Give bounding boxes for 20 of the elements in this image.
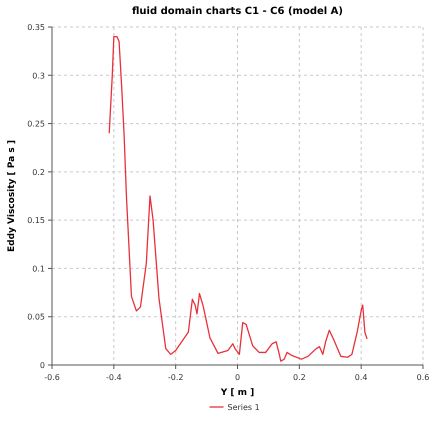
y-tick-label: 0.3 bbox=[32, 71, 45, 80]
x-tick-label: 0.6 bbox=[416, 373, 430, 382]
x-tick-label: 0 bbox=[234, 373, 240, 382]
legend-label: Series 1 bbox=[228, 403, 260, 412]
x-tick-label: -0.2 bbox=[168, 373, 184, 382]
x-tick-label: 0.4 bbox=[354, 373, 368, 382]
y-tick-label: 0.05 bbox=[27, 312, 45, 322]
y-tick-label: 0.1 bbox=[32, 264, 45, 274]
y-tick-label: 0.2 bbox=[32, 168, 45, 177]
line-series bbox=[108, 36, 368, 362]
chart-title: fluid domain charts C1 - C6 (model A) bbox=[132, 6, 343, 17]
y-tick-label: 0.15 bbox=[27, 216, 45, 226]
y-axis-title: Eddy Viscosity [ Pa s ] bbox=[7, 140, 17, 252]
y-tick-label: 0.35 bbox=[27, 23, 45, 32]
x-tick-label: -0.6 bbox=[44, 373, 60, 382]
x-tick-label: 0.2 bbox=[292, 373, 306, 382]
x-axis-title: Y [ m ] bbox=[220, 388, 254, 398]
x-tick-label: -0.4 bbox=[106, 373, 122, 382]
y-tick-label: 0 bbox=[40, 361, 45, 370]
y-tick-label: 0.25 bbox=[27, 120, 45, 129]
